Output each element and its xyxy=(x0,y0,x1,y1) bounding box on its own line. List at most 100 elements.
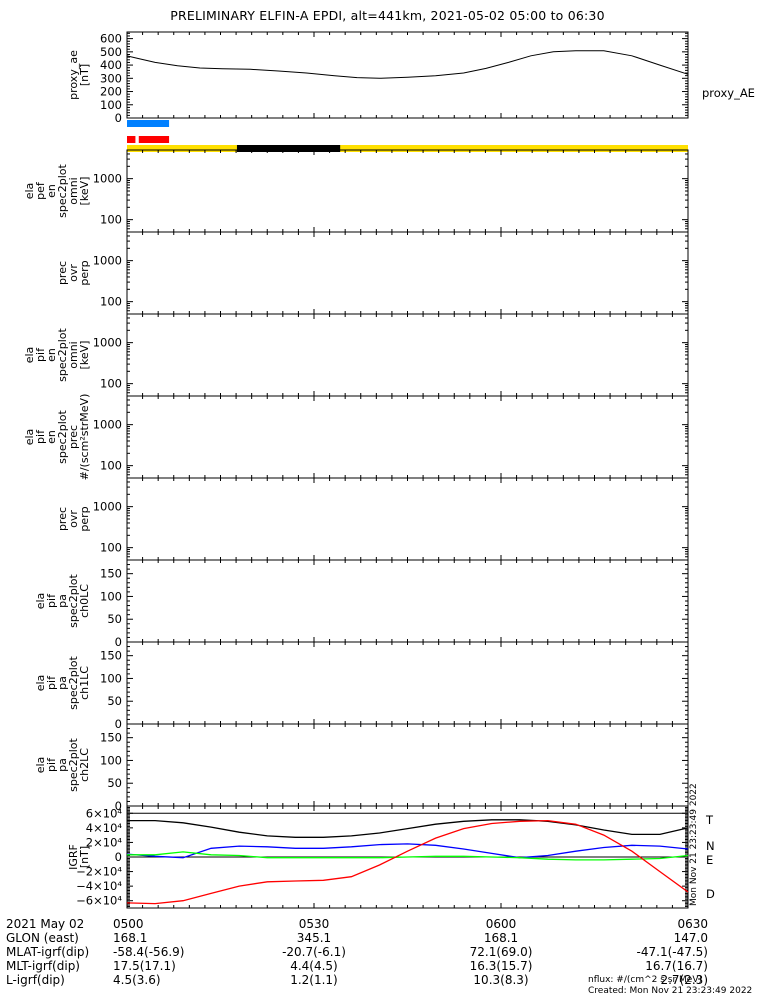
y-tick-label: 100 xyxy=(100,589,122,603)
y-tick-label: 0 xyxy=(115,717,122,731)
panel-label: [keV] xyxy=(78,177,91,206)
igrf-legend-D: D xyxy=(706,887,715,901)
y-tick-label: 100 xyxy=(100,98,122,112)
bottom-row-label-1: MLAT-igrf(dip) xyxy=(6,945,89,959)
panel-pif_en_omni xyxy=(126,313,689,397)
bottom-row-label-0: GLON (east) xyxy=(6,931,79,945)
bottom-cell-1-1: -20.7(-6.1) xyxy=(282,945,346,959)
panel-label: pa xyxy=(56,758,69,772)
bottom-cell-0-3: 147.0 xyxy=(674,931,708,945)
y-tick-label: 1000 xyxy=(93,254,122,268)
panel-label: spec2plot xyxy=(67,738,80,792)
panel-pef_prec_ovr_perp xyxy=(126,231,689,315)
y-tick-label: −2×10⁴ xyxy=(76,865,122,879)
panel-label: [keV] xyxy=(78,341,91,370)
y-tick-label: 600 xyxy=(100,32,122,46)
proxy-ae-legend-label: proxy_AE xyxy=(702,86,755,100)
panel-label: ela xyxy=(34,675,47,692)
panel-label: pif xyxy=(45,675,58,690)
y-tick-label: 150 xyxy=(100,731,122,745)
panel-label: ela xyxy=(23,429,36,446)
panel-label: [nT] xyxy=(78,846,91,868)
panel-label: spec2plot xyxy=(56,164,69,218)
bottom-row-label-2: MLT-igrf(dip) xyxy=(6,959,80,973)
panel-label: ela xyxy=(34,757,47,774)
panel-label: spec2plot xyxy=(56,410,69,464)
y-tick-label: 4×10⁴ xyxy=(86,821,123,835)
panel-label: #/(scm²strMeV) xyxy=(78,394,91,481)
bottom-cell-2-2: 16.3(15.7) xyxy=(470,959,533,973)
panel-label: prec xyxy=(56,507,69,531)
panel-label: perp xyxy=(78,506,91,531)
panel-label: pif xyxy=(45,593,58,608)
y-tick-label: 100 xyxy=(100,295,122,309)
y-tick-label: 300 xyxy=(100,71,122,85)
bottom-cell-3-2: 10.3(8.3) xyxy=(473,973,528,987)
igrf-legend-N: N xyxy=(706,839,715,853)
igrf-trace-N xyxy=(126,843,689,859)
panel-label: en xyxy=(45,348,58,362)
igrf-trace-E xyxy=(127,851,689,861)
panel-label: pa xyxy=(56,594,69,608)
y-tick-label: 100 xyxy=(100,377,122,391)
bottom-date-label: 2021 May 02 xyxy=(6,917,84,931)
panel-label: prec xyxy=(56,261,69,285)
page-title: PRELIMINARY ELFIN-A EPDI, alt=441km, 202… xyxy=(170,8,605,23)
y-tick-label: −6×10⁴ xyxy=(76,894,122,908)
panel-label: ela xyxy=(23,183,36,200)
y-tick-label: 2×10⁴ xyxy=(86,835,123,849)
y-tick-label: 50 xyxy=(107,776,122,790)
y-tick-label: 400 xyxy=(100,58,122,72)
y-tick-label: 0 xyxy=(115,850,122,864)
red-status-bar-a xyxy=(127,136,136,143)
panel-pef_en_omni xyxy=(126,149,689,233)
panel-label: pef xyxy=(34,181,47,200)
bottom-cell-0-0: 168.1 xyxy=(113,931,147,945)
panel-label: omni xyxy=(67,341,80,368)
bottom-cell-1-3: -47.1(-47.5) xyxy=(637,945,708,959)
panel-label: spec2plot xyxy=(67,574,80,628)
panel-label: omni xyxy=(67,177,80,204)
x-tick-label-1: 0530 xyxy=(299,917,330,931)
blue-status-bar xyxy=(127,120,170,127)
panel-label: perp xyxy=(78,260,91,285)
panel-label: spec2plot xyxy=(56,328,69,382)
igrf-trace-T xyxy=(127,819,689,838)
proxy-ae-trace xyxy=(126,50,689,79)
y-tick-label: −4×10⁴ xyxy=(76,879,122,893)
bottom-cell-1-0: -58.4(-56.9) xyxy=(113,945,184,959)
y-tick-label: 100 xyxy=(100,753,122,767)
y-tick-label: 500 xyxy=(100,45,122,59)
bottom-cell-0-2: 168.1 xyxy=(484,931,518,945)
panel-label: ch0LC xyxy=(78,584,91,618)
y-tick-label: 100 xyxy=(100,459,122,473)
panel-label: pa xyxy=(56,676,69,690)
x-tick-label-0: 0500 xyxy=(113,917,144,931)
y-tick-label: 50 xyxy=(107,612,122,626)
y-tick-label: 50 xyxy=(107,694,122,708)
y-tick-label: 1000 xyxy=(93,172,122,186)
panel-label: ela xyxy=(23,347,36,364)
y-tick-label: 200 xyxy=(100,85,122,99)
panel-label: [nT] xyxy=(78,64,91,86)
bottom-cell-1-2: 72.1(69.0) xyxy=(470,945,533,959)
y-tick-label: 150 xyxy=(100,649,122,663)
panel-label: proxy_ae xyxy=(67,50,80,100)
panel-label: ch2LC xyxy=(78,748,91,782)
x-tick-label-2: 0600 xyxy=(486,917,517,931)
panel-label: ch1LC xyxy=(78,666,91,700)
panel-pif_pa_ch0LC xyxy=(126,559,689,643)
y-tick-label: 0 xyxy=(115,635,122,649)
y-tick-label: 100 xyxy=(100,213,122,227)
yellow-status-bar xyxy=(127,145,688,152)
panel-label: pif xyxy=(45,757,58,772)
bottom-cell-2-0: 17.5(17.1) xyxy=(113,959,176,973)
panel-proxy-ae xyxy=(126,31,689,119)
y-tick-label: 1000 xyxy=(93,500,122,514)
panel-label: pif xyxy=(34,429,47,444)
y-tick-label: 150 xyxy=(100,567,122,581)
panel-pif_pa_ch2LC xyxy=(126,723,689,807)
bottom-cell-3-1: 1.2(1.1) xyxy=(290,973,338,987)
